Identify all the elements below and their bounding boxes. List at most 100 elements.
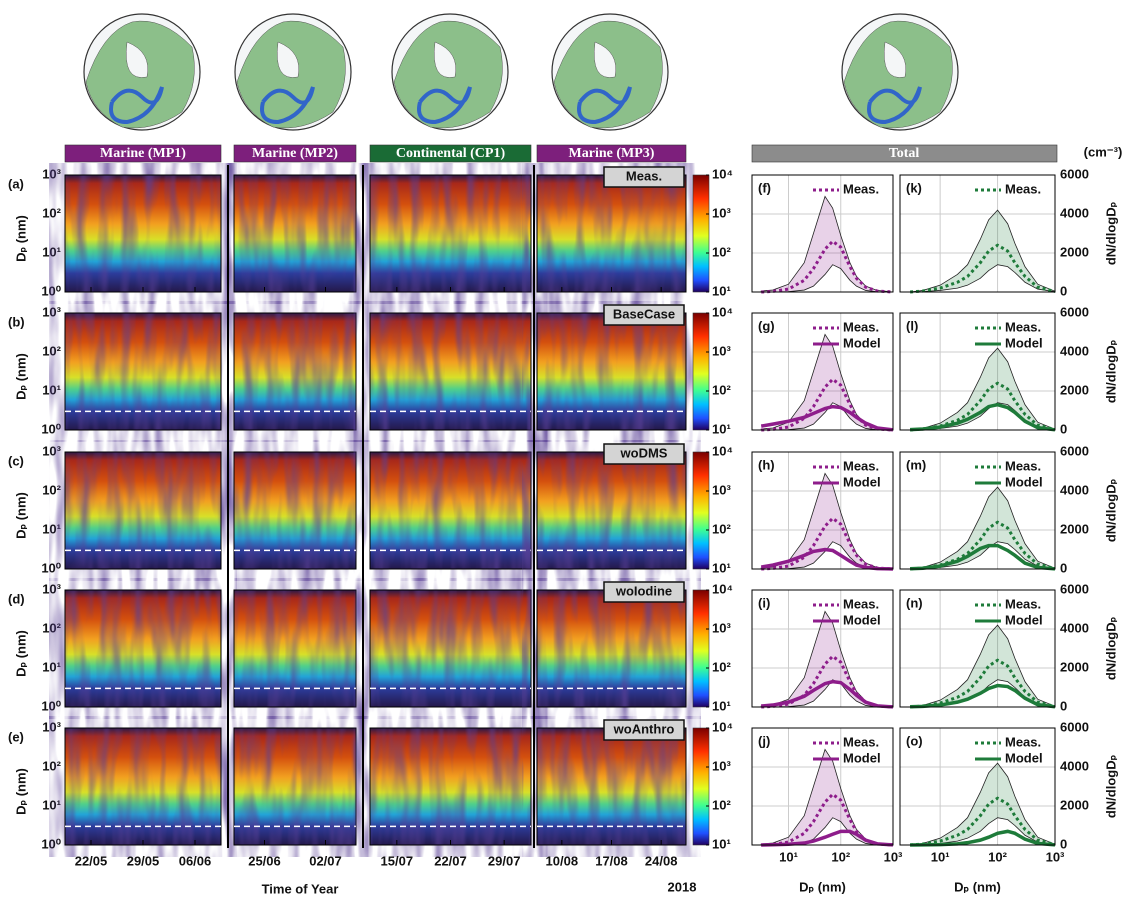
y-tick-label: 10⁰ [41, 283, 61, 298]
y-tick-label: 10⁰ [41, 698, 61, 713]
x-tick-label: 24/08 [645, 853, 678, 868]
y-tick-label: 10⁰ [41, 560, 61, 575]
y-tick-label: 10¹ [42, 659, 61, 674]
panel-bg [752, 590, 893, 707]
legend-label: Model [1005, 750, 1043, 765]
y-tick-label: 0 [1060, 283, 1067, 298]
panel-label: (l) [906, 318, 918, 333]
legend-label: Meas. [843, 319, 879, 334]
x-tick-label: 10¹ [931, 849, 950, 864]
y-tick-label: 6000 [1060, 581, 1089, 596]
x-axis-label: Time of Year [262, 881, 339, 896]
heatmap-frame [64, 312, 222, 431]
heatmap-texture [370, 175, 531, 292]
x-tick-label: 10² [831, 849, 850, 864]
heatmap-frame [369, 312, 532, 431]
heatmap-texture [537, 175, 686, 292]
map-tracks [260, 86, 315, 125]
series-line [761, 239, 894, 294]
y-tick-label: 6000 [1060, 719, 1089, 734]
series-line [761, 829, 894, 847]
panel-label: (n) [906, 595, 923, 610]
scenario-label-box [603, 443, 685, 465]
y-tick-label: 10³ [42, 443, 61, 458]
heatmap-texture [234, 590, 356, 707]
y-axis-label: dN/dlogDₚ [1103, 478, 1118, 542]
x-tick-label: 10³ [1046, 849, 1065, 864]
period-header [536, 144, 687, 163]
x-tick-label: 10² [988, 849, 1007, 864]
heatmap-texture [537, 590, 686, 707]
heatmap-texture [234, 313, 356, 430]
colorbar-tick-label: 10¹ [712, 283, 731, 298]
y-tick-label: 6000 [1060, 304, 1089, 319]
panel-frame [899, 312, 1056, 431]
colorbar-tick-label: 10⁴ [712, 166, 733, 181]
y-tick-label: 10² [42, 205, 61, 220]
map-tracks [577, 86, 632, 125]
legend-label: Model [1005, 474, 1043, 489]
y-tick-label: 2000 [1060, 659, 1089, 674]
period-title: Marine (MP1) [100, 146, 186, 161]
series-line [760, 404, 894, 432]
colorbar-tick-label: 10¹ [712, 836, 731, 851]
panel-frame [751, 451, 894, 570]
panel-label: (m) [906, 457, 926, 472]
y-tick-label: 10² [42, 482, 61, 497]
colorbar-tick-label: 10³ [712, 620, 731, 635]
heatmap-texture [65, 313, 221, 430]
scenario-label: Meas. [626, 168, 662, 183]
map-tracks [867, 86, 922, 125]
heatmap-texture [370, 313, 531, 430]
x-tick-label: 10/08 [546, 853, 579, 868]
panel-frame [751, 727, 894, 846]
legend-label: Model [843, 612, 881, 627]
colorbar-tick-label: 10¹ [712, 421, 731, 436]
y-tick-label: 10¹ [42, 797, 61, 812]
heatmap-frame [64, 451, 222, 570]
legend-label: Meas. [843, 734, 879, 749]
x-tick-label: 22/05 [75, 853, 108, 868]
panel-label: (o) [906, 733, 923, 748]
y-tick-label: 4000 [1060, 343, 1089, 358]
period-header [369, 144, 532, 163]
colorbar-tick-label: 10³ [712, 758, 731, 773]
y-tick-label: 4000 [1060, 620, 1089, 635]
x-axis-label: Dₚ (nm) [799, 879, 846, 894]
heatmap-texture [234, 452, 356, 569]
colorbar [692, 174, 710, 293]
legend-label: Meas. [843, 458, 879, 473]
unit-label: (cm⁻³) [1084, 144, 1123, 159]
colorbar-tick-label: 10² [712, 244, 731, 259]
scenario-label-box [603, 304, 685, 326]
y-tick-label: 2000 [1060, 797, 1089, 812]
heatmap-texture [537, 452, 686, 569]
heatmap-frame [369, 589, 532, 708]
panel-frame [751, 589, 894, 708]
series-line [760, 547, 894, 571]
series-line [910, 683, 1056, 709]
scenario-label: BaseCase [613, 306, 675, 321]
total-title: Total [889, 146, 920, 161]
y-tick-label: 6000 [1060, 166, 1089, 181]
heatmap-texture [537, 313, 686, 430]
panel-label: (j) [758, 733, 770, 748]
heatmap-frame [233, 727, 357, 846]
panel-frame [751, 174, 894, 293]
heatmap-texture [234, 728, 356, 845]
x-tick-label: 06/06 [179, 853, 212, 868]
panel-frame [899, 451, 1056, 570]
panel-frame [751, 312, 894, 431]
y-axis-label: dN/dlogDₚ [1103, 616, 1118, 680]
scenario-label: woDMS [620, 445, 668, 460]
panel-bg [752, 175, 893, 292]
heatmap-texture [370, 728, 531, 845]
row-label: (c) [8, 453, 24, 468]
total-header [751, 144, 1058, 163]
legend-label: Meas. [1005, 596, 1041, 611]
x-tick-label: 02/07 [309, 853, 342, 868]
y-tick-label: 10³ [42, 719, 61, 734]
series-line [909, 796, 1056, 847]
y-tick-label: 4000 [1060, 205, 1089, 220]
y-tick-label: 10³ [42, 304, 61, 319]
